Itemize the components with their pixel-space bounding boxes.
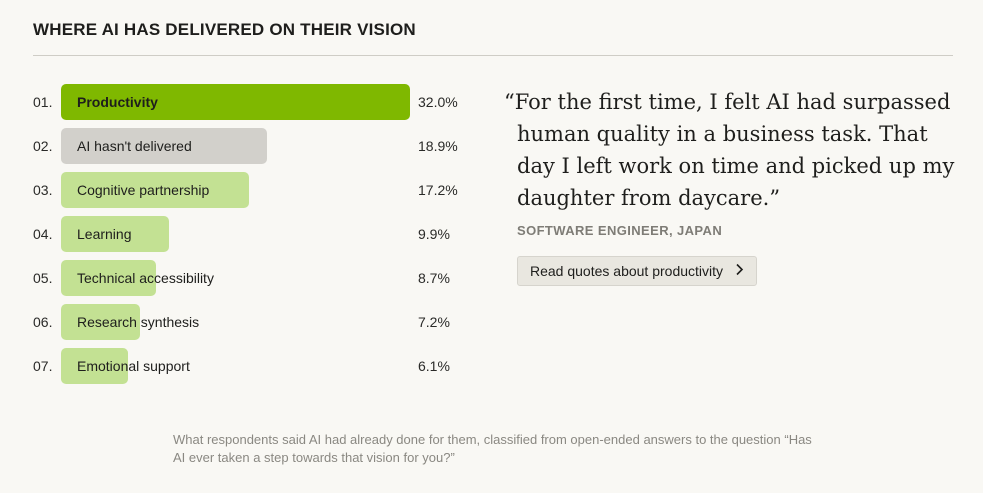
- bar: [61, 348, 128, 384]
- bar-rank: 05.: [33, 270, 53, 286]
- bar-value-label: 17.2%: [418, 182, 458, 198]
- chevron-right-icon: [735, 263, 744, 280]
- bar-label: Technical accessibility: [77, 270, 214, 286]
- bar-row: 02. AI hasn't delivered 18.9%: [0, 128, 470, 164]
- bar-value-label: 8.7%: [418, 270, 450, 286]
- quote-attribution: SOFTWARE ENGINEER, JAPAN: [517, 223, 723, 238]
- bar-row: 06. Research synthesis 7.2%: [0, 304, 470, 340]
- chart-title: WHERE AI HAS DELIVERED ON THEIR VISION: [33, 20, 416, 39]
- bar-row: 04. Learning 9.9%: [0, 216, 470, 252]
- bar-value-label: 7.2%: [418, 314, 450, 330]
- bar-label: Productivity: [77, 94, 158, 110]
- bar-label: Learning: [77, 226, 132, 242]
- bar-rank: 01.: [33, 94, 53, 110]
- bar-rank: 03.: [33, 182, 53, 198]
- bar-value-label: 18.9%: [418, 138, 458, 154]
- bar-chart: 01. Productivity 32.0% 02. AI hasn't deliver…: [0, 0, 470, 400]
- bar-value-label: 32.0%: [418, 94, 458, 110]
- bar: [61, 84, 410, 120]
- bar-label: Cognitive partnership: [77, 182, 210, 198]
- bar: [61, 128, 267, 164]
- bar-rank: 02.: [33, 138, 53, 154]
- read-quotes-label: Read quotes about productivity: [530, 263, 724, 279]
- title-divider: [33, 55, 953, 56]
- bar: [61, 172, 249, 208]
- bar-label: Emotional support: [77, 358, 190, 374]
- bar-label: AI hasn't delivered: [77, 138, 192, 154]
- chart-footnote: What respondents said AI had already don…: [173, 432, 812, 465]
- bar-label: Research synthesis: [77, 314, 200, 330]
- bar-row: 03. Cognitive partnership 17.2%: [0, 172, 470, 208]
- bar-row: 05. Technical accessibility 8.7%: [0, 260, 470, 296]
- quote-text: “For the first time, I felt AI had surpa…: [504, 90, 955, 210]
- bar: [61, 304, 140, 340]
- bar-rank: 04.: [33, 226, 53, 242]
- bar-value-label: 9.9%: [418, 226, 450, 242]
- bar-rank: 07.: [33, 358, 53, 374]
- bar-value-label: 6.1%: [418, 358, 450, 374]
- bar: [61, 216, 169, 252]
- bar-rank: 06.: [33, 314, 53, 330]
- bar-row: 07. Emotional support 6.1%: [0, 348, 470, 384]
- bar: [61, 260, 156, 296]
- read-quotes-button[interactable]: Read quotes about productivity: [517, 256, 757, 286]
- bar-row: 01. Productivity 32.0%: [0, 84, 470, 120]
